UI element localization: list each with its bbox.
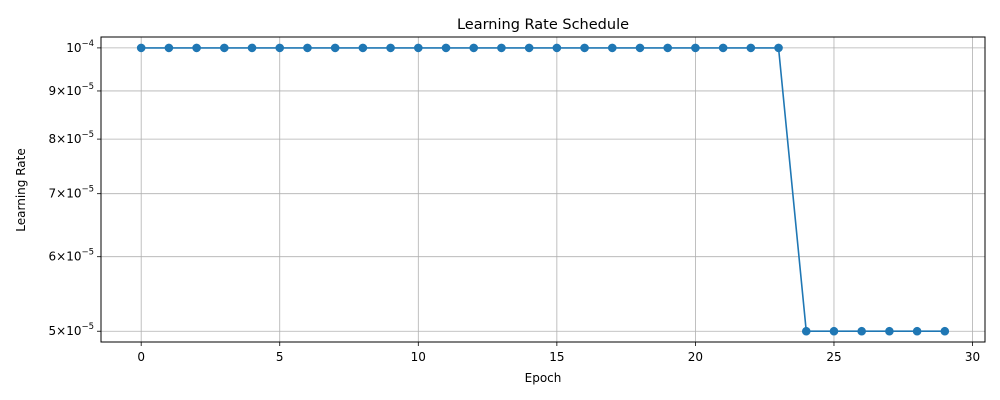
y-tick-times: ×10 (56, 84, 81, 98)
data-point (940, 326, 950, 336)
data-point (247, 43, 257, 53)
y-tick-label: 7×10−5 (49, 185, 95, 201)
x-tick-label: 30 (965, 350, 980, 364)
y-tick-label: 9×10−5 (49, 82, 95, 98)
y-tick-mantissa: 9 (49, 84, 57, 98)
y-tick-label: 5×10−5 (49, 322, 95, 338)
y-tick-label: 6×10−5 (49, 248, 95, 264)
series-polyline (141, 47, 945, 333)
data-point (552, 43, 562, 53)
data-point (607, 43, 617, 53)
data-point (691, 43, 700, 53)
data-point (386, 43, 395, 53)
data-point (912, 326, 922, 336)
y-tick-times: ×10 (56, 187, 81, 201)
x-tick-label: 15 (549, 350, 564, 364)
data-point (829, 326, 839, 336)
data-point (164, 43, 174, 53)
data-point (330, 43, 340, 53)
data-point (746, 43, 756, 53)
y-tick-mantissa: 8 (49, 132, 57, 146)
data-point (303, 43, 312, 53)
data-point (580, 43, 589, 53)
plot-frame (100, 36, 986, 343)
data-point (774, 43, 783, 53)
data-point (275, 43, 285, 53)
y-tick-label: 10−4 (66, 39, 94, 55)
data-point (136, 43, 146, 53)
data-point (220, 43, 229, 53)
y-tick-mantissa: 6 (49, 250, 57, 264)
x-tick-label: 20 (688, 350, 703, 364)
data-point (497, 43, 506, 53)
y-axis-label: Learning Rate (14, 148, 28, 231)
y-tick-exponent: −5 (81, 130, 94, 140)
series-markers (136, 43, 950, 336)
chart-title: Learning Rate Schedule (457, 17, 629, 33)
y-tick-times: ×10 (56, 250, 81, 264)
y-tick-exponent: −4 (81, 39, 94, 49)
x-tick-label: 25 (826, 350, 841, 364)
data-point (718, 43, 728, 53)
y-axis-ticks: 10−49×10−58×10−57×10−56×10−55×10−5 (49, 39, 101, 338)
x-axis-label: Epoch (525, 371, 562, 385)
y-tick-mantissa: 7 (49, 187, 57, 201)
data-point (524, 43, 534, 53)
data-point (413, 43, 423, 53)
y-tick-label: 8×10−5 (49, 130, 95, 146)
x-axis-ticks: 0 5 10 15 20 25 30 (137, 342, 980, 364)
data-point (857, 326, 866, 336)
y-tick-times: ×10 (56, 324, 81, 338)
y-tick-exponent: −5 (81, 248, 94, 258)
data-point (441, 43, 451, 53)
x-tick-label: 0 (137, 350, 145, 364)
data-point (192, 43, 201, 53)
y-tick-mantissa: 5 (49, 324, 57, 338)
y-tick-base: 10 (66, 41, 81, 55)
data-point (663, 43, 673, 53)
data-point (885, 326, 894, 336)
series-line (141, 47, 945, 333)
data-point (358, 43, 368, 53)
y-tick-exponent: −5 (81, 322, 94, 332)
y-tick-exponent: −5 (81, 82, 94, 92)
y-tick-times: ×10 (56, 132, 81, 146)
data-point (635, 43, 645, 53)
data-point (801, 326, 811, 336)
y-tick-exponent: −5 (81, 185, 94, 195)
data-point (469, 43, 479, 53)
x-tick-label: 10 (411, 350, 426, 364)
x-tick-label: 5 (276, 350, 284, 364)
